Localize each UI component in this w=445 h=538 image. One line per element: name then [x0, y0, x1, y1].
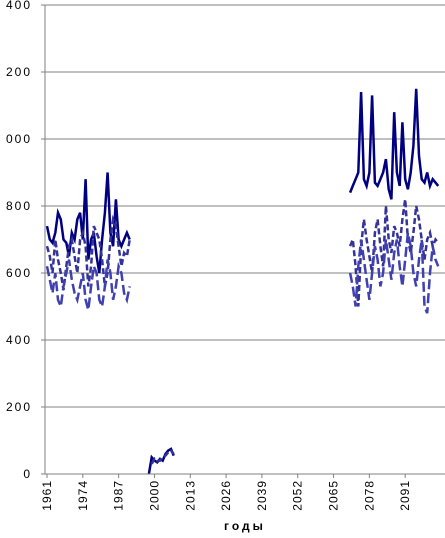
y-tick-label: 400 [6, 0, 32, 12]
x-tick-label: 2013 [183, 480, 197, 511]
x-tick-label: 2000 [147, 480, 161, 511]
x-tick-label: 2039 [255, 480, 269, 511]
x-tick-label: 2078 [362, 480, 376, 511]
y-tick-label: 000 [6, 132, 32, 146]
series-line [45, 199, 440, 465]
y-tick-label: 200 [6, 65, 32, 79]
x-tick-label: 1987 [112, 480, 126, 511]
x-tick-label: 2052 [291, 480, 305, 511]
x-tick-label: 2091 [398, 480, 412, 511]
y-tick-label: 600 [6, 266, 32, 280]
y-tick-label: 800 [6, 199, 32, 213]
x-tick-label: 1974 [76, 480, 90, 511]
x-tick-label: 2065 [327, 480, 341, 511]
y-tick-label: 200 [6, 400, 32, 414]
x-axis-label: годы [224, 519, 266, 533]
x-tick-label: 1961 [40, 480, 54, 511]
x-tick-label: 2026 [219, 480, 233, 511]
y-tick-label: 400 [6, 333, 32, 347]
y-tick-label: 0 [23, 467, 32, 481]
series-line [45, 232, 440, 314]
